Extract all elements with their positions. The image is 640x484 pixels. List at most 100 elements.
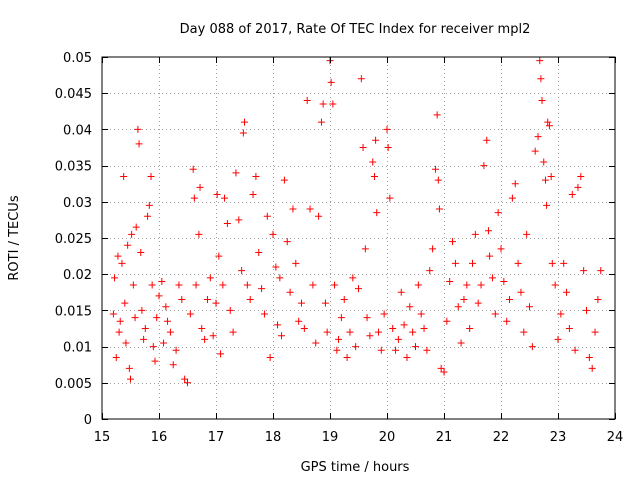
data-point [144, 212, 152, 220]
data-point [223, 220, 231, 228]
x-tick-labels: 15 16 17 18 19 20 21 22 23 24 [94, 430, 624, 445]
data-point [135, 140, 143, 148]
data-point [114, 252, 122, 260]
data-point [196, 183, 204, 191]
y-tick-label: 0.045 [55, 87, 92, 102]
data-point [384, 144, 392, 151]
data-point [392, 346, 400, 354]
data-point [454, 303, 462, 311]
data-point [397, 288, 405, 296]
data-point [474, 299, 482, 307]
data-point [540, 158, 548, 166]
data-point [252, 172, 260, 180]
data-point [229, 328, 237, 336]
x-tick-label: 22 [493, 430, 510, 445]
data-point [329, 100, 337, 108]
data-point [121, 299, 129, 307]
data-point [420, 325, 428, 332]
data-point [437, 364, 445, 372]
data-point [414, 281, 422, 289]
data-point [278, 332, 286, 340]
data-point [494, 209, 502, 217]
data-point [189, 165, 197, 173]
data-point [112, 353, 120, 361]
axis-ticks [102, 57, 616, 420]
data-point [217, 350, 225, 358]
data-point [429, 245, 437, 253]
y-tick-label: 0.01 [63, 341, 92, 356]
data-point [298, 299, 305, 307]
data-point [337, 314, 345, 322]
data-point [115, 328, 123, 336]
data-point [560, 259, 568, 267]
data-point [122, 339, 130, 347]
data-point [331, 281, 339, 289]
data-point [372, 136, 380, 144]
data-point [544, 118, 552, 126]
data-point [497, 245, 505, 253]
data-point [175, 281, 183, 289]
data-point [129, 281, 137, 289]
data-point [125, 364, 133, 372]
data-point [243, 281, 251, 289]
data-point [166, 328, 174, 336]
data-point [128, 230, 136, 238]
data-point [434, 176, 442, 184]
data-point [317, 118, 325, 126]
data-point [389, 325, 397, 332]
data-point [517, 288, 525, 296]
data-point [363, 314, 371, 322]
data-point [537, 75, 545, 83]
data-point [120, 172, 128, 180]
x-tick-label: 19 [322, 430, 339, 445]
data-point [309, 281, 317, 289]
data-point [433, 111, 441, 119]
data-point [486, 252, 494, 260]
y-tick-label: 0.03 [63, 196, 92, 211]
data-point [412, 343, 419, 351]
data-point [246, 296, 254, 304]
y-tick-label: 0.02 [63, 268, 92, 283]
data-point [369, 158, 377, 166]
data-point [471, 230, 479, 238]
data-point [520, 328, 528, 336]
data-point [213, 191, 221, 199]
data-point [574, 183, 582, 191]
data-point [346, 328, 354, 336]
data-point [276, 274, 284, 282]
data-point [255, 248, 263, 256]
y-tick-label: 0.005 [55, 377, 92, 392]
data-point [511, 180, 519, 188]
data-point [506, 296, 514, 304]
data-point [239, 129, 247, 137]
data-point [383, 125, 391, 133]
data-point [151, 357, 159, 365]
data-point [260, 310, 268, 318]
data-point [145, 201, 153, 209]
data-point [469, 259, 476, 267]
data-point [118, 259, 126, 267]
data-point [357, 75, 365, 83]
data-point [212, 299, 220, 307]
x-tick-label: 18 [265, 430, 282, 445]
data-point [366, 332, 374, 340]
data-point [141, 325, 149, 332]
data-point [585, 353, 593, 361]
data-point [238, 267, 246, 275]
data-point [491, 310, 499, 318]
data-point [315, 212, 323, 220]
data-point [449, 238, 457, 246]
data-point [148, 281, 156, 289]
data-point [480, 162, 488, 170]
data-point [349, 274, 357, 282]
data-point [466, 325, 474, 332]
data-point [536, 57, 544, 65]
data-point [226, 306, 234, 314]
data-point [321, 299, 329, 307]
data-point [583, 306, 590, 314]
data-point [431, 165, 439, 173]
y-tick-label: 0.05 [63, 51, 92, 66]
data-point [443, 317, 451, 325]
